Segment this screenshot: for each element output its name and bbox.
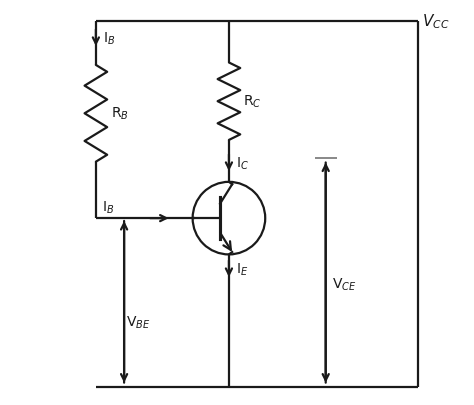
Text: I$_B$: I$_B$ <box>103 30 116 47</box>
Text: I$_C$: I$_C$ <box>236 155 249 171</box>
Text: I$_B$: I$_B$ <box>102 199 114 215</box>
Text: R$_B$: R$_B$ <box>111 106 129 122</box>
Text: V$_{CC}$: V$_{CC}$ <box>422 12 449 31</box>
Text: V$_{CE}$: V$_{CE}$ <box>332 276 356 292</box>
Text: R$_C$: R$_C$ <box>243 94 262 110</box>
Text: I$_E$: I$_E$ <box>236 261 248 277</box>
Text: V$_{BE}$: V$_{BE}$ <box>126 314 151 330</box>
